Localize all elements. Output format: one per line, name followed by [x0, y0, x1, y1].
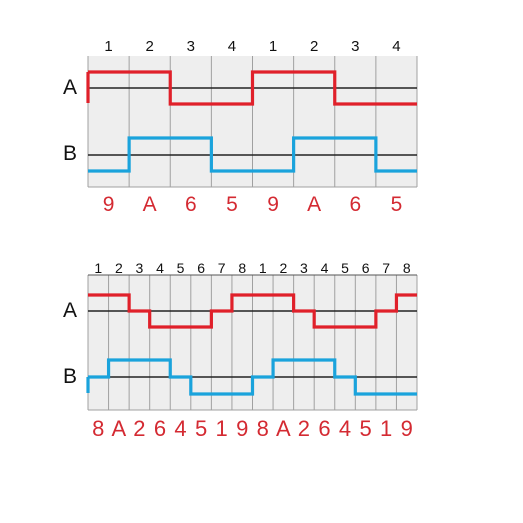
step-code: 5 — [226, 193, 238, 216]
channel-a-waveform — [88, 293, 417, 329]
step-code: 6 — [318, 416, 330, 441]
step-label: 3 — [187, 38, 195, 55]
channel-b-label: B — [63, 142, 77, 165]
step-label: 3 — [351, 38, 359, 55]
step-label: 2 — [310, 38, 318, 55]
step-code: 6 — [185, 193, 197, 216]
step-code: 9 — [236, 416, 248, 441]
step-code: 4 — [174, 416, 186, 441]
step-label: 3 — [136, 260, 144, 276]
step-label: 2 — [146, 38, 154, 55]
step-label: 1 — [259, 260, 267, 276]
step-label: 4 — [156, 260, 164, 276]
step-code: A — [112, 416, 127, 441]
step-label: 6 — [197, 260, 205, 276]
channel-a-waveform — [88, 70, 417, 106]
step-code: 6 — [349, 193, 361, 216]
step-label: 2 — [279, 260, 287, 276]
step-code: 4 — [339, 416, 351, 441]
channel-a-label: A — [63, 76, 77, 99]
step-code: A — [307, 193, 321, 216]
step-code: 9 — [103, 193, 115, 216]
step-label: 6 — [362, 260, 370, 276]
step-code: 5 — [195, 416, 207, 441]
step-label: 5 — [341, 260, 349, 276]
step-code: 9 — [267, 193, 279, 216]
step-code: 9 — [401, 416, 413, 441]
step-code: 8 — [257, 416, 269, 441]
channel-b-waveform — [88, 358, 417, 396]
channel-b-label: B — [63, 365, 77, 388]
step-code: 6 — [154, 416, 166, 441]
step-code: A — [276, 416, 291, 441]
step-code: 8 — [92, 416, 104, 441]
step-label: 7 — [382, 260, 390, 276]
step-code: A — [143, 193, 157, 216]
step-label: 8 — [238, 260, 246, 276]
step-code: 1 — [216, 416, 228, 441]
step-label: 2 — [115, 260, 123, 276]
step-label: 8 — [403, 260, 411, 276]
step-code: 5 — [391, 193, 403, 216]
step-code: 2 — [133, 416, 145, 441]
step-code: 5 — [359, 416, 371, 441]
channel-b-waveform — [88, 136, 417, 173]
step-label: 3 — [300, 260, 308, 276]
step-label: 5 — [177, 260, 185, 276]
step-label: 7 — [218, 260, 226, 276]
step-label: 4 — [321, 260, 329, 276]
step-label: 4 — [392, 38, 400, 55]
step-label: 4 — [228, 38, 236, 55]
step-code: 2 — [298, 416, 310, 441]
step-label: 1 — [104, 38, 112, 55]
step-label: 1 — [94, 260, 102, 276]
full-step-waveform-diagram: 1 2 3 4 1 2 3 4 A B 9 A 6 5 9 A 6 5 — [63, 38, 418, 216]
step-code: 1 — [380, 416, 392, 441]
step-label: 1 — [269, 38, 277, 55]
channel-a-label: A — [63, 299, 77, 322]
